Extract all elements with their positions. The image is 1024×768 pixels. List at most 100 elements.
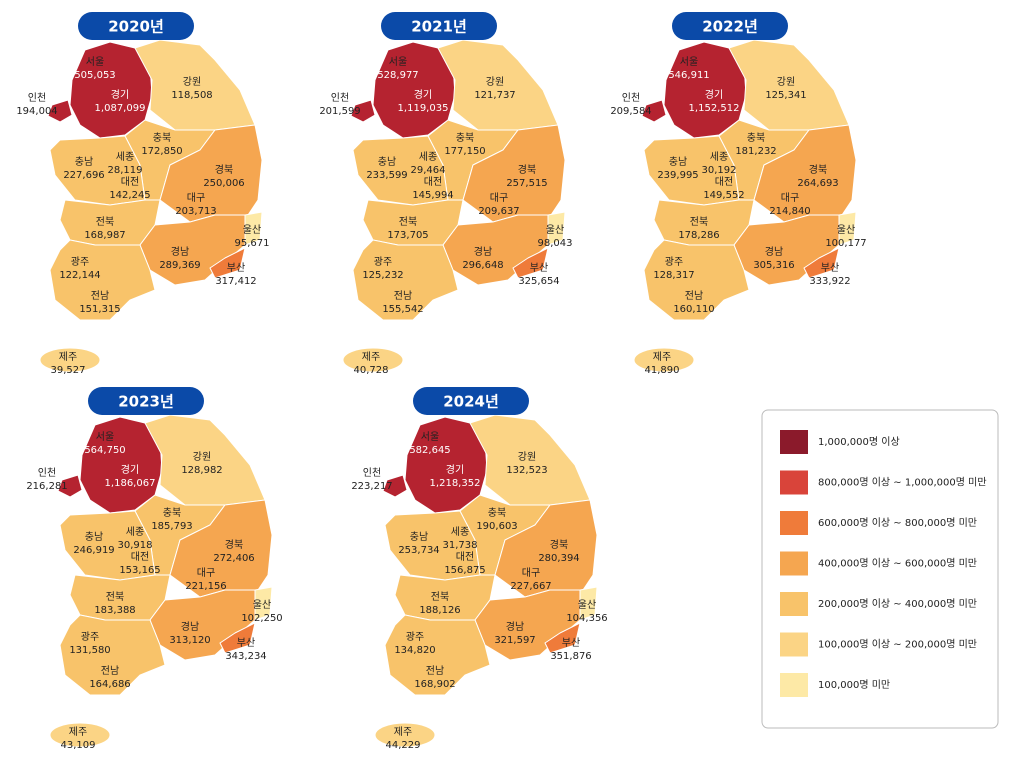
region-name: 충북 (163, 507, 181, 519)
region-name: 대전 (456, 551, 474, 563)
region-value: 128,317 (653, 270, 694, 281)
region-name: 경북 (215, 163, 233, 176)
region-name: 경북 (550, 538, 568, 551)
region-name: 경기 (111, 88, 129, 101)
year-badge (413, 387, 529, 415)
region-name: 충남 (410, 531, 428, 543)
region-value: 239,995 (657, 170, 698, 181)
region (733, 214, 840, 286)
region (209, 247, 246, 279)
region-name: 전북 (399, 216, 417, 228)
region-name: 서울 (96, 431, 114, 443)
region-name: 부산 (530, 262, 548, 274)
region-value: 155,542 (382, 304, 423, 315)
region-value: 216,281 (26, 481, 67, 492)
region-value: 1,152,512 (689, 103, 740, 114)
region (49, 722, 111, 748)
region-name: 제주 (59, 351, 77, 363)
region-value: 125,232 (362, 270, 403, 281)
region-value: 264,693 (797, 178, 838, 189)
region (350, 99, 376, 123)
region-value: 343,234 (225, 651, 266, 662)
region-value: 221,156 (185, 581, 226, 592)
region-value: 280,394 (538, 553, 579, 564)
region-name: 인천 (363, 467, 381, 479)
region-value: 168,902 (414, 679, 455, 690)
region-name: 대전 (131, 551, 149, 563)
region-name: 경북 (809, 163, 827, 176)
region-value: 546,911 (668, 70, 709, 81)
region-value: 121,737 (474, 90, 515, 101)
region-value: 122,144 (59, 270, 100, 281)
region-name: 서울 (421, 431, 439, 443)
region-name: 대구 (197, 567, 215, 579)
region-name: 충북 (153, 132, 171, 144)
region-value: 118,508 (171, 90, 212, 101)
region (512, 247, 549, 279)
region-name: 부산 (227, 262, 245, 274)
region-name: 서울 (680, 56, 698, 68)
region-value: 1,218,352 (430, 478, 481, 489)
region-name: 광주 (374, 256, 392, 268)
legend-swatch (780, 430, 808, 454)
region (59, 614, 166, 696)
year-badge (381, 12, 497, 40)
region-value: 272,406 (213, 553, 254, 564)
region-name: 경기 (705, 88, 723, 101)
region-value: 173,705 (387, 230, 428, 241)
region-name: 경남 (171, 245, 189, 258)
region-name: 충남 (378, 156, 396, 168)
legend-box (761, 409, 999, 729)
region-value: 317,412 (215, 276, 256, 287)
region-value: 132,523 (506, 465, 547, 476)
region-name: 경북 (518, 163, 536, 176)
region (219, 622, 256, 654)
region-name: 세종 (451, 526, 469, 538)
region (633, 347, 695, 373)
year-badge (78, 12, 194, 40)
region-value: 28,119 (108, 165, 143, 176)
region-value: 1,186,067 (105, 478, 156, 489)
year-label: 2023년 (118, 393, 174, 411)
region-value: 183,388 (94, 605, 135, 616)
region (382, 474, 408, 498)
region-value: 98,043 (538, 238, 573, 249)
region-value: 325,654 (518, 276, 559, 287)
region-value: 95,671 (235, 238, 270, 249)
region-value: 168,987 (84, 230, 125, 241)
region-value: 181,232 (735, 146, 776, 157)
legend-label: 800,000명 이상 ~ 1,000,000명 미만 (818, 477, 987, 489)
region-name: 제주 (653, 351, 671, 363)
legend-label: 1,000,000명 이상 (818, 436, 900, 448)
legend-swatch (780, 511, 808, 535)
region (374, 722, 436, 748)
region-value: 149,552 (703, 190, 744, 201)
region-value: 156,875 (444, 565, 485, 576)
region-name: 전남 (91, 290, 109, 302)
year-label: 2020년 (108, 18, 164, 36)
region-name: 부산 (821, 262, 839, 274)
region-name: 경남 (765, 245, 783, 258)
region-name: 대전 (715, 176, 733, 188)
region-name: 대전 (121, 176, 139, 188)
region-value: 142,245 (109, 190, 150, 201)
region-name: 경남 (181, 620, 199, 633)
region-value: 40,728 (354, 365, 389, 376)
region-name: 울산 (243, 224, 261, 236)
region (149, 589, 256, 661)
region-name: 충북 (456, 132, 474, 144)
region-value: 164,686 (89, 679, 130, 690)
region-name: 제주 (394, 726, 412, 738)
region-value: 31,738 (443, 540, 478, 551)
legend-swatch (780, 551, 808, 576)
region-name: 광주 (81, 631, 99, 643)
legend-swatch (780, 592, 808, 616)
region-name: 인천 (331, 92, 349, 104)
region-name: 전남 (101, 665, 119, 677)
region-value: 564,750 (84, 445, 125, 456)
region-name: 충남 (85, 531, 103, 543)
region-value: 209,584 (610, 106, 651, 117)
region-name: 전북 (96, 216, 114, 228)
region-value: 104,356 (566, 613, 607, 624)
